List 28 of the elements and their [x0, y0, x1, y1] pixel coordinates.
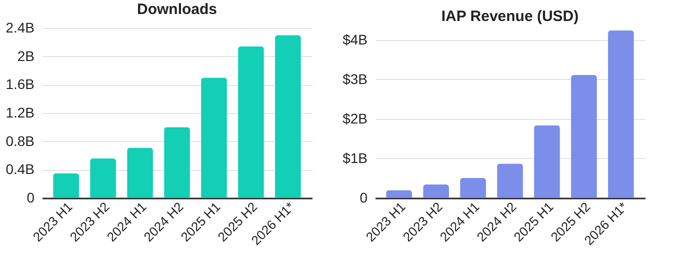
- y-tick-label: 2B: [17, 48, 34, 64]
- bar: [127, 148, 153, 198]
- y-tick-label: 1.2B: [6, 104, 34, 120]
- bar: [497, 164, 523, 198]
- bar: [164, 127, 190, 198]
- bar: [460, 178, 486, 198]
- y-tick-label: $2B: [342, 110, 368, 126]
- bar: [53, 173, 79, 198]
- bar: [275, 35, 301, 198]
- y-tick-label: $4B: [342, 31, 368, 48]
- bar: [90, 158, 116, 198]
- y-tick-label: 0: [360, 190, 368, 206]
- chart-title: Downloads: [136, 1, 218, 18]
- bar: [238, 46, 264, 198]
- y-tick-label: $1B: [342, 150, 368, 166]
- y-tick-label: 2.4B: [6, 20, 34, 36]
- chart-title: IAP Revenue (USD): [441, 8, 579, 25]
- bar: [201, 78, 227, 198]
- y-tick-label: 0.4B: [6, 161, 34, 178]
- bar: [608, 30, 634, 198]
- y-tick-label: 0.8B: [6, 132, 34, 149]
- bar: [571, 75, 597, 198]
- bar: [534, 125, 560, 198]
- bar: [386, 190, 412, 198]
- y-tick-label: $3B: [342, 70, 368, 87]
- bar: [423, 184, 449, 198]
- y-tick-label: 0: [26, 190, 35, 206]
- y-tick-label: 1.6B: [6, 76, 34, 92]
